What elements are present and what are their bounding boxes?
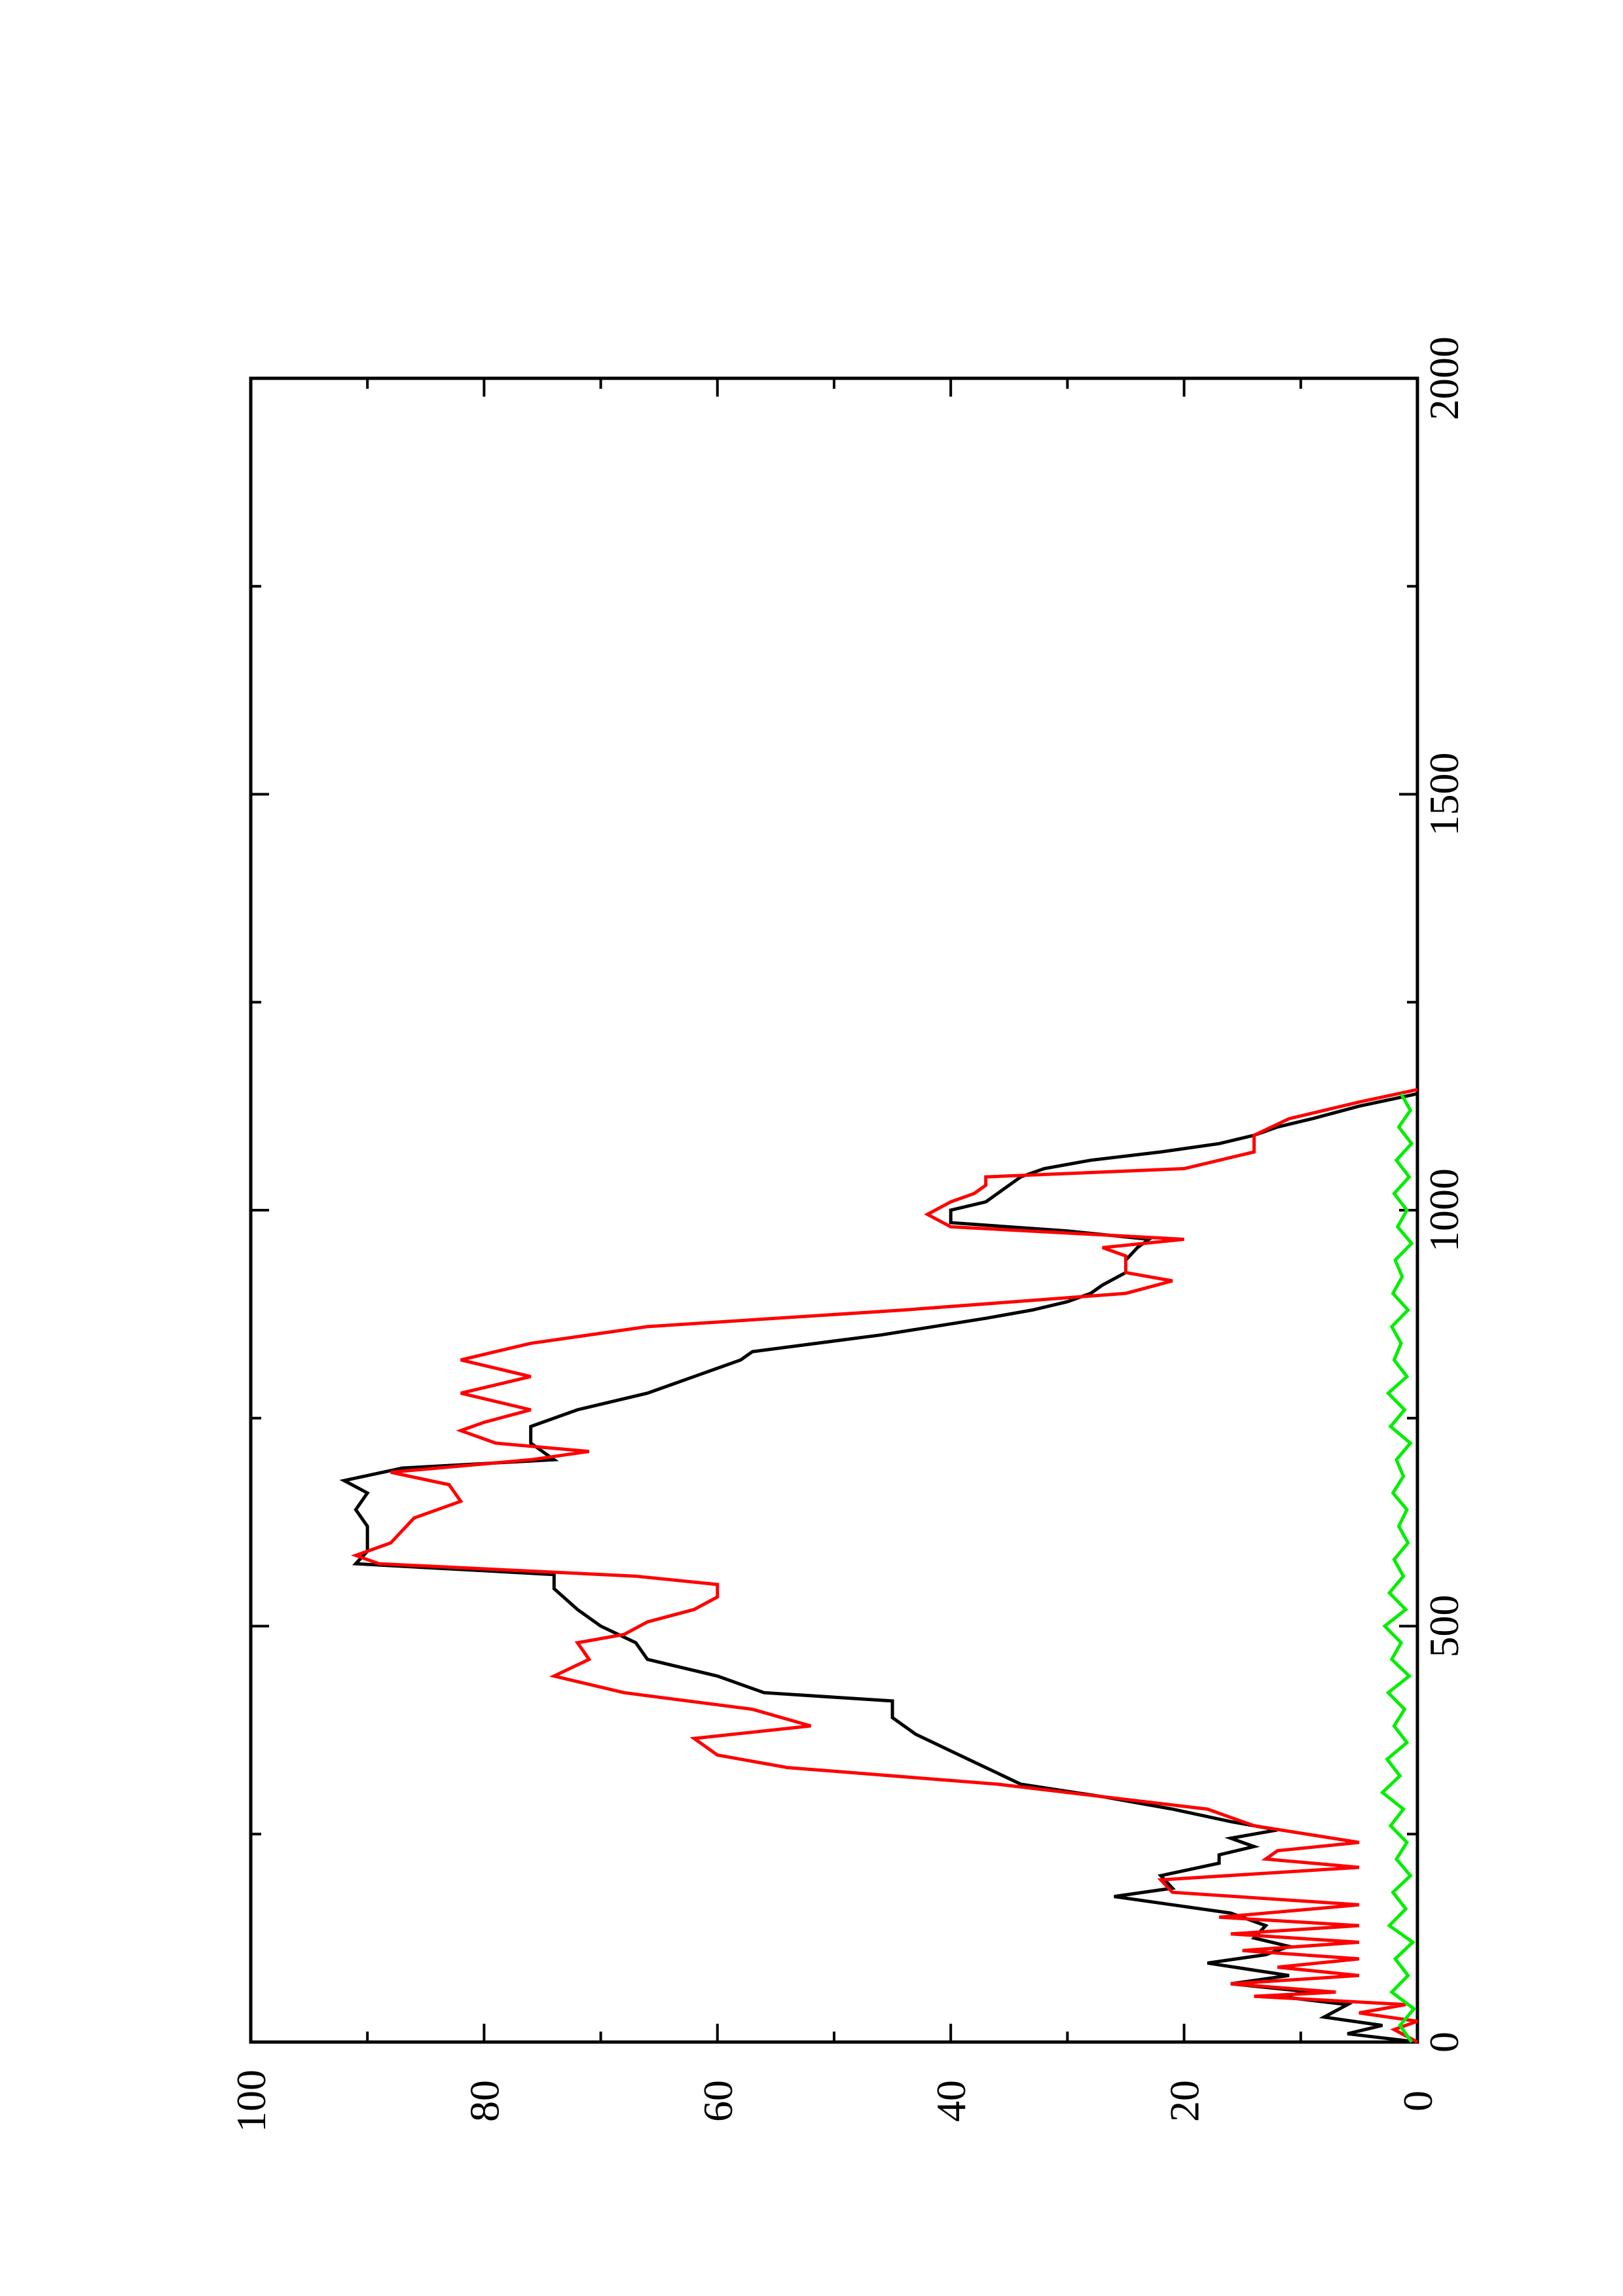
x-tick-label-2: 1000 bbox=[1421, 1168, 1467, 1252]
x-tick-label-0: 0 bbox=[1421, 2032, 1467, 2053]
y-tick-label-0: 0 bbox=[1395, 2090, 1441, 2111]
green-series-line bbox=[1379, 1092, 1417, 2043]
plot-frame bbox=[249, 376, 1419, 2044]
axis-ticks bbox=[249, 377, 1419, 2043]
y-tick-label-4: 80 bbox=[461, 2080, 507, 2122]
y-tick-label-3: 60 bbox=[695, 2080, 741, 2122]
y-tick-label-5: 100 bbox=[228, 2070, 274, 2132]
y-tick-label-2: 40 bbox=[928, 2080, 974, 2122]
x-tick-label-4: 2000 bbox=[1421, 336, 1467, 420]
axis-tick-labels: 0 500 1000 1500 2000 0 20 40 60 80 100 bbox=[228, 336, 1467, 2132]
black-series-line bbox=[339, 1092, 1418, 2044]
y-tick-label-1: 20 bbox=[1161, 2080, 1208, 2122]
x-tick-label-1: 500 bbox=[1421, 1595, 1467, 1658]
series-group bbox=[339, 1088, 1419, 2044]
x-tick-label-3: 1500 bbox=[1421, 753, 1467, 836]
red-series-line bbox=[350, 1088, 1419, 2044]
